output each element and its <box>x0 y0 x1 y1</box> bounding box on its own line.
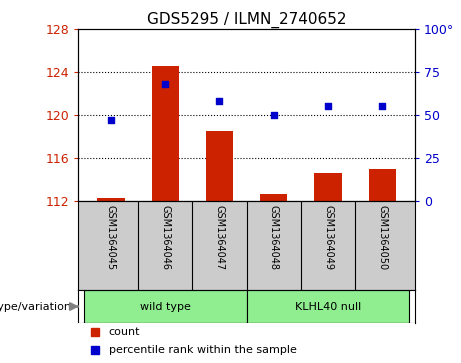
Bar <box>314 173 342 201</box>
Point <box>378 103 386 109</box>
Bar <box>84 290 247 323</box>
Text: wild type: wild type <box>140 302 191 311</box>
Point <box>270 112 278 118</box>
Point <box>325 103 332 109</box>
Text: percentile rank within the sample: percentile rank within the sample <box>109 345 296 355</box>
Bar <box>260 194 287 201</box>
Text: GSM1364049: GSM1364049 <box>323 205 333 270</box>
Text: KLHL40 null: KLHL40 null <box>295 302 361 311</box>
Bar <box>369 168 396 201</box>
Text: GSM1364046: GSM1364046 <box>160 205 170 270</box>
Title: GDS5295 / ILMN_2740652: GDS5295 / ILMN_2740652 <box>147 12 346 28</box>
Text: GSM1364047: GSM1364047 <box>214 205 225 270</box>
Bar <box>97 197 124 201</box>
Text: GSM1364050: GSM1364050 <box>378 205 387 270</box>
Text: genotype/variation: genotype/variation <box>0 302 71 311</box>
Bar <box>247 290 409 323</box>
Point <box>216 98 223 104</box>
Text: GSM1364045: GSM1364045 <box>106 205 116 270</box>
Point <box>107 117 115 123</box>
Bar <box>206 131 233 201</box>
Point <box>161 81 169 87</box>
Text: count: count <box>109 327 140 337</box>
Text: GSM1364048: GSM1364048 <box>269 205 279 270</box>
Bar <box>152 66 179 201</box>
